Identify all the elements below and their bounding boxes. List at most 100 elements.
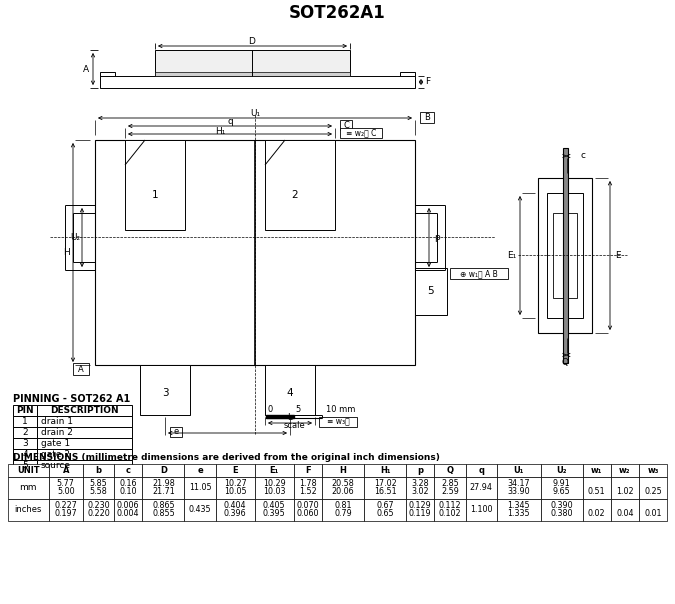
Text: c: c	[580, 152, 585, 161]
Bar	[611, 499, 639, 521]
Bar	[125, 140, 185, 230]
Bar	[37, 438, 132, 449]
Text: 0.02: 0.02	[588, 510, 605, 518]
Text: U₂: U₂	[556, 466, 567, 475]
Bar	[541, 477, 583, 499]
Bar	[434, 499, 466, 521]
Bar	[13, 449, 37, 460]
Text: 0.006: 0.006	[117, 501, 140, 510]
Text: 27.94: 27.94	[470, 483, 493, 492]
Text: 20.06: 20.06	[331, 487, 354, 496]
Bar	[364, 464, 406, 477]
Bar	[420, 112, 434, 123]
Text: 2.85: 2.85	[441, 480, 459, 489]
Text: w₂: w₂	[619, 466, 630, 475]
Bar	[639, 464, 667, 477]
Text: PIN: PIN	[16, 406, 34, 415]
Text: 0.395: 0.395	[263, 510, 286, 518]
Text: 0.227: 0.227	[55, 501, 77, 510]
Bar	[142, 499, 184, 521]
Bar	[541, 499, 583, 521]
Bar	[13, 460, 37, 471]
Text: D: D	[160, 466, 167, 475]
Text: 0.070: 0.070	[296, 501, 319, 510]
Text: 1.02: 1.02	[616, 487, 634, 496]
Text: A: A	[78, 364, 84, 373]
Bar	[611, 464, 639, 477]
Text: 10.27: 10.27	[224, 480, 246, 489]
Bar	[434, 477, 466, 499]
Bar	[406, 464, 434, 477]
Bar	[538, 178, 592, 333]
Text: w₃: w₃	[647, 466, 659, 475]
Bar	[114, 464, 142, 477]
Text: 0.102: 0.102	[439, 510, 461, 518]
Text: H₁: H₁	[380, 466, 390, 475]
Text: 16.51: 16.51	[374, 487, 396, 496]
Text: Q: Q	[446, 466, 454, 475]
Text: 0.01: 0.01	[644, 510, 662, 518]
Bar	[319, 417, 357, 427]
Text: 0.220: 0.220	[87, 510, 110, 518]
Bar	[13, 405, 37, 416]
Text: 0.197: 0.197	[55, 510, 77, 518]
Text: 4: 4	[22, 450, 28, 459]
Text: c: c	[126, 466, 131, 475]
Text: 5.85: 5.85	[90, 480, 107, 489]
Bar	[340, 128, 382, 138]
Bar	[415, 268, 447, 315]
Bar	[583, 499, 611, 521]
Bar	[184, 464, 216, 477]
Text: F: F	[305, 466, 310, 475]
Text: 1.100: 1.100	[470, 506, 493, 515]
Bar	[73, 363, 89, 375]
Bar	[216, 499, 254, 521]
Text: C: C	[343, 121, 349, 129]
Text: 0.129: 0.129	[409, 501, 431, 510]
Bar	[497, 499, 541, 521]
Bar	[49, 464, 83, 477]
Text: 17.02: 17.02	[374, 480, 396, 489]
Text: q: q	[478, 466, 484, 475]
Bar	[254, 499, 294, 521]
Text: 5: 5	[296, 405, 300, 414]
Text: 0.396: 0.396	[224, 510, 246, 518]
Bar	[541, 464, 583, 477]
Polygon shape	[266, 415, 294, 418]
Bar	[434, 464, 466, 477]
Bar	[100, 76, 415, 88]
Bar	[406, 477, 434, 499]
Bar	[611, 477, 639, 499]
Text: 5.00: 5.00	[57, 487, 75, 496]
Text: DIMENSIONS (millimetre dimensions are derived from the original inch dimensions): DIMENSIONS (millimetre dimensions are de…	[13, 453, 440, 462]
Text: 0.119: 0.119	[409, 510, 431, 518]
Bar	[563, 148, 568, 363]
Text: 10.05: 10.05	[224, 487, 246, 496]
Text: 3: 3	[22, 439, 28, 448]
Text: 10.29: 10.29	[263, 480, 286, 489]
Text: ≡ w₂Ⓜ C: ≡ w₂Ⓜ C	[346, 129, 376, 138]
Text: 33.90: 33.90	[508, 487, 530, 496]
Bar	[466, 464, 497, 477]
Text: E₁: E₁	[508, 251, 516, 260]
Bar	[37, 460, 132, 471]
Bar	[406, 499, 434, 521]
Text: E: E	[615, 251, 621, 260]
Bar	[639, 477, 667, 499]
Bar	[265, 140, 335, 230]
Text: A: A	[63, 466, 69, 475]
Text: 1: 1	[22, 417, 28, 426]
Text: e: e	[173, 428, 179, 437]
Bar	[639, 499, 667, 521]
Text: 1.345: 1.345	[508, 501, 530, 510]
Bar	[114, 499, 142, 521]
Bar	[294, 464, 322, 477]
Text: 5.77: 5.77	[57, 480, 75, 489]
Text: F: F	[425, 77, 431, 86]
Bar	[216, 477, 254, 499]
Text: 5.58: 5.58	[90, 487, 107, 496]
Text: 0.16: 0.16	[119, 480, 137, 489]
Bar	[466, 499, 497, 521]
Text: 0: 0	[267, 405, 273, 414]
Text: e: e	[197, 466, 203, 475]
